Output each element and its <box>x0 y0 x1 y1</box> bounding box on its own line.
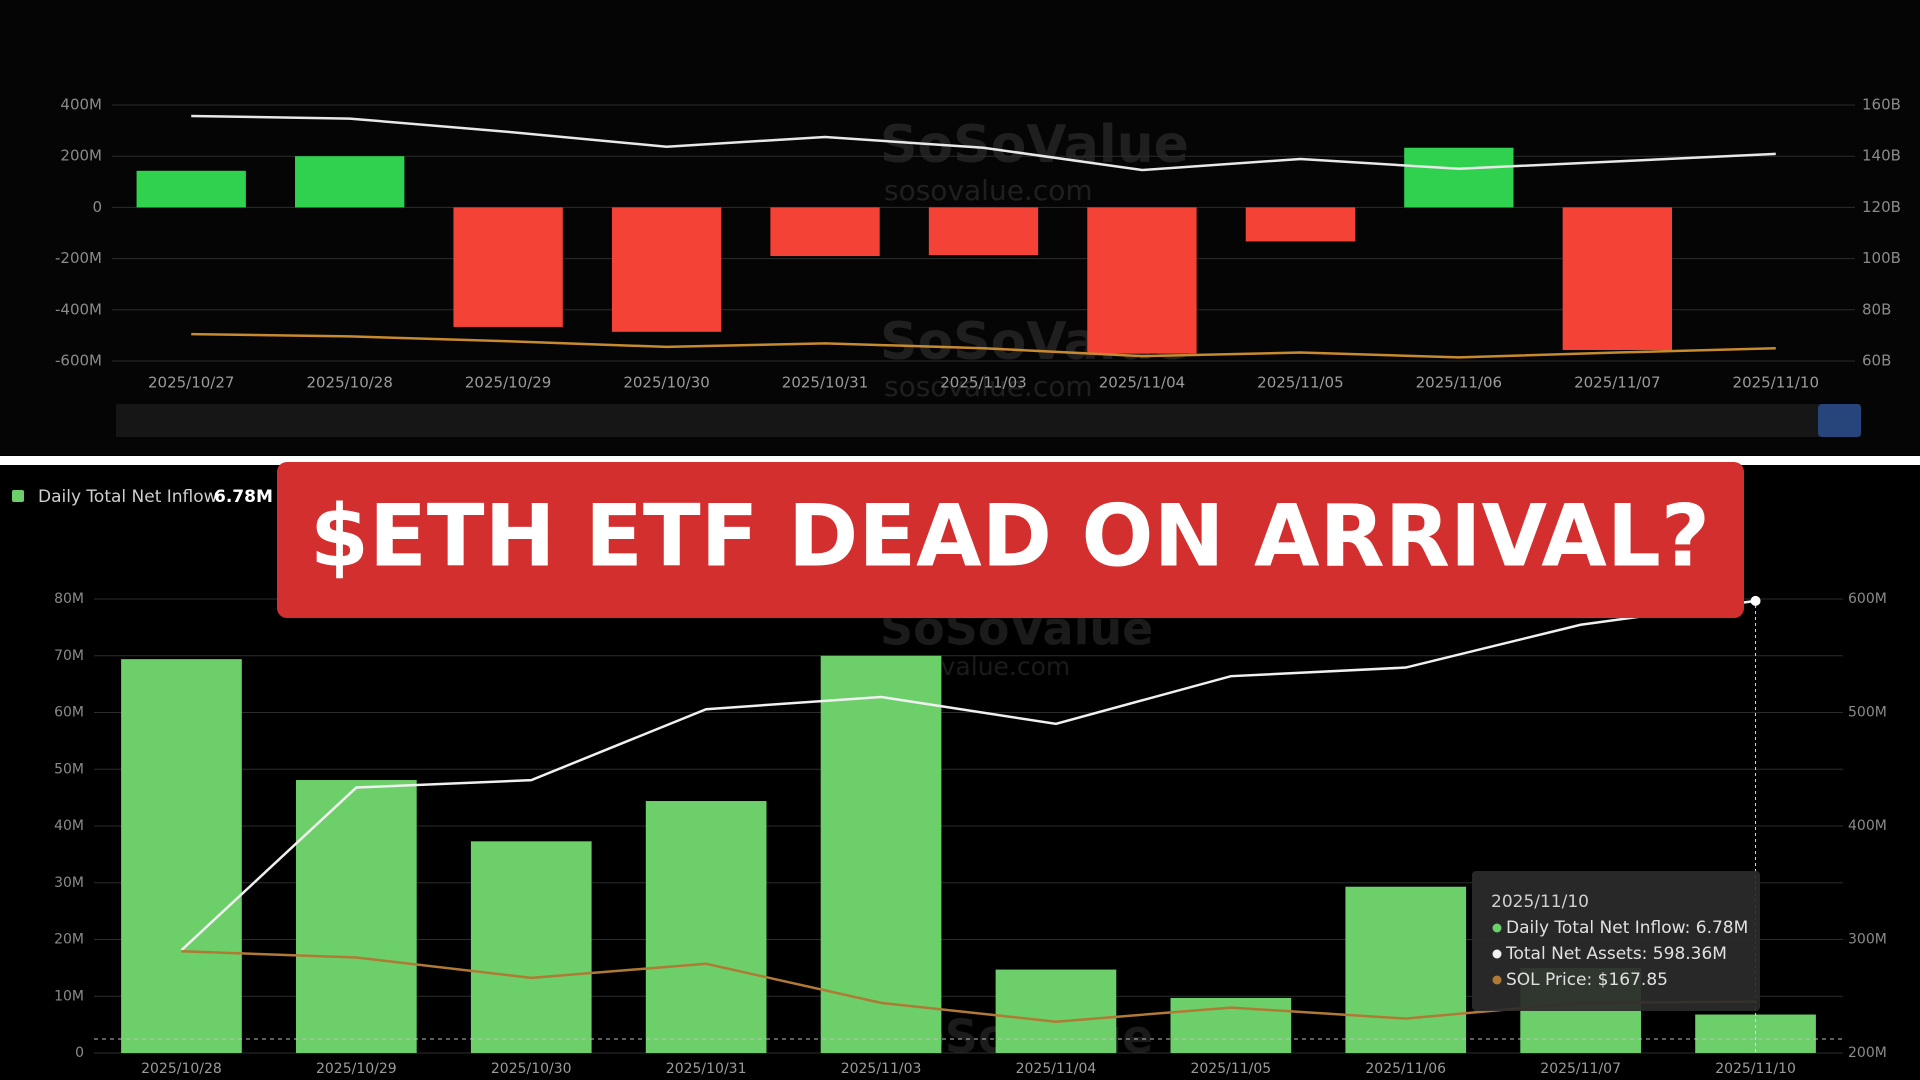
hover-dot <box>1750 595 1761 606</box>
y-tick-label: 0 <box>75 1045 84 1061</box>
y-tick-label: 80M <box>54 591 84 607</box>
watermark: sosovalue.com <box>884 174 1093 207</box>
y-tick-label: 100B <box>1862 249 1901 267</box>
tooltip-dot <box>1492 923 1502 933</box>
bar <box>1404 147 1514 208</box>
x-tick-label: 2025/10/30 <box>491 1061 572 1077</box>
bar <box>453 207 563 327</box>
banner-box <box>277 462 1744 618</box>
tooltip-dot <box>1492 975 1502 985</box>
banner: $ETH ETF DEAD ON ARRIVAL? <box>277 462 1744 618</box>
zoom-slider <box>116 404 1861 437</box>
y-tick-label: 80B <box>1862 300 1891 318</box>
bar <box>1245 207 1356 242</box>
bar <box>1562 207 1672 350</box>
y-tick-label: 300M <box>1848 932 1887 948</box>
bar <box>1345 886 1467 1053</box>
y-tick-label: 140B <box>1862 147 1901 165</box>
y-tick-label: 600M <box>1848 591 1887 607</box>
x-tick-label: 2025/10/28 <box>306 374 392 392</box>
line <box>191 332 1776 359</box>
y-tick-label: -600M <box>55 352 102 370</box>
y-tick-label: 200M <box>1848 1045 1887 1061</box>
y-tick-label: 60B <box>1862 352 1891 370</box>
x-tick-label: 2025/11/05 <box>1257 374 1343 392</box>
bar <box>995 969 1117 1053</box>
separator <box>0 456 1920 465</box>
legend-label: Daily Total Net Inflow <box>38 487 218 507</box>
bar <box>770 207 880 257</box>
x-tick-label: 2025/10/29 <box>465 374 551 392</box>
x-tick-label: 2025/10/31 <box>782 374 868 392</box>
bar <box>1087 207 1197 354</box>
y-tick-label: 40M <box>54 818 84 834</box>
x-tick-label: 2025/11/04 <box>1099 374 1185 392</box>
x-tick-label: 2025/11/07 <box>1574 374 1660 392</box>
tooltip-line: SOL Price: $167.85 <box>1506 970 1668 990</box>
bar <box>136 170 246 208</box>
y-tick-label: -400M <box>55 300 102 318</box>
y-tick-label: 500M <box>1848 705 1887 721</box>
bar <box>296 780 417 1053</box>
x-tick-label: 2025/11/10 <box>1733 374 1819 392</box>
charts: -600M -400M -200M 0 200M 400M 60B 80B 100B 120B 14… <box>12 96 1901 1077</box>
x-tick-label: 2025/11/05 <box>1190 1061 1271 1077</box>
tooltip-box <box>1472 871 1760 1011</box>
bar <box>928 207 1039 256</box>
line <box>180 599 1756 952</box>
y-tick-label: 120B <box>1862 198 1901 216</box>
bar <box>121 659 242 1053</box>
bar <box>1170 997 1292 1053</box>
bar <box>820 655 942 1053</box>
y-tick-label: -200M <box>55 249 102 267</box>
y-tick-label: 50M <box>54 761 84 777</box>
x-tick-label: 2025/11/06 <box>1365 1061 1446 1077</box>
x-tick-label: 2025/11/04 <box>1016 1061 1097 1077</box>
y-tick-label: 30M <box>54 875 84 891</box>
y-tick-label: 10M <box>54 988 84 1004</box>
headline: $ETH ETF DEAD ON ARRIVAL? <box>310 486 1710 586</box>
y-tick-label: 400M <box>60 96 102 114</box>
legend-value: 6.78M <box>214 487 273 507</box>
x-tick-label: 2025/11/07 <box>1540 1061 1621 1077</box>
x-tick-label: 2025/10/27 <box>148 374 234 392</box>
legend-swatch <box>12 490 24 502</box>
watermark: sosovalue.com <box>884 370 1093 403</box>
y-tick-label: 160B <box>1862 96 1901 114</box>
tooltip-dot <box>1492 949 1502 959</box>
y-tick-label: 70M <box>54 648 84 664</box>
x-tick-label: 2025/11/03 <box>841 1061 922 1077</box>
x-tick-label: 2025/11/06 <box>1416 374 1502 392</box>
tooltip-title: 2025/11/10 <box>1491 892 1589 912</box>
y-tick-label: 20M <box>54 932 84 948</box>
x-tick-label: 2025/11/03 <box>940 374 1026 392</box>
bar <box>611 207 722 332</box>
line <box>191 114 1776 172</box>
x-tick-label: 2025/11/10 <box>1715 1061 1796 1077</box>
tooltip-line: Daily Total Net Inflow: 6.78M <box>1506 918 1748 938</box>
y-tick-label: 0 <box>92 198 102 216</box>
x-tick-label: 2025/10/30 <box>623 374 709 392</box>
bar <box>470 841 592 1053</box>
y-tick-label: 200M <box>60 147 102 165</box>
x-tick-label: 2025/10/29 <box>316 1061 397 1077</box>
y-tick-label: 60M <box>54 705 84 721</box>
x-tick-label: 2025/10/31 <box>666 1061 747 1077</box>
y-tick-label: 400M <box>1848 818 1887 834</box>
bar <box>295 156 405 208</box>
tooltip-line: Total Net Assets: 598.36M <box>1505 944 1727 964</box>
zoom-handle <box>1818 404 1861 437</box>
bar <box>645 801 767 1053</box>
x-tick-label: 2025/10/28 <box>141 1061 222 1077</box>
